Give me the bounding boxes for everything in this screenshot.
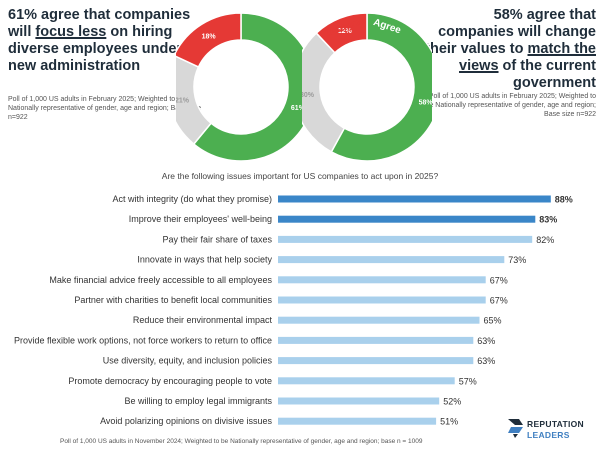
bar-category-label: Avoid polarizing opinions on divisive is…: [100, 416, 272, 426]
bar-value-label: 63%: [477, 356, 495, 366]
bar: [278, 235, 533, 243]
bar: [278, 397, 440, 405]
bar: [278, 195, 551, 203]
bar-value-label: 57%: [459, 376, 477, 386]
right-poll-note: Poll of 1,000 US adults in February 2025…: [425, 93, 596, 118]
bar-value-label: 88%: [555, 195, 573, 205]
right-headline-text-end: of the current government: [498, 58, 596, 91]
bar-value-label: 63%: [477, 336, 495, 346]
bar-value-label: 82%: [536, 235, 554, 245]
donut-right-value-label: 58%: [419, 100, 432, 107]
bar: [278, 215, 536, 223]
bar-value-label: 65%: [484, 316, 502, 326]
donut-left-value-label: 21%: [176, 98, 190, 105]
right-headline-highlight: match the views: [459, 41, 596, 74]
bar: [278, 316, 480, 324]
logo-word-1: REPUTATION: [527, 419, 584, 429]
bar-value-label: 51%: [440, 417, 458, 427]
bar: [278, 256, 505, 264]
donut-left-slice-agree: [192, 12, 306, 162]
footnote: Poll of 1,000 US adults in November 2024…: [60, 438, 423, 445]
bar-category-label: Promote democracy by encouraging people …: [68, 376, 272, 386]
bar: [278, 357, 474, 365]
donut-right-slice-disagree: [315, 12, 368, 54]
donut-left-value-label: 61%: [291, 105, 306, 112]
donut-left-slice-disagree: [176, 12, 242, 68]
right-donut-chart: 58%Agree30%12%Disagree: [302, 12, 432, 162]
left-headline-highlight: focus less: [35, 24, 107, 40]
donut-right-value-label: 30%: [302, 92, 315, 99]
bar: [278, 336, 474, 344]
bar-category-label: Improve their employees' well-being: [129, 214, 272, 224]
bar-value-label: 73%: [508, 255, 526, 265]
left-poll-note: Poll of 1,000 US adults in February 2025…: [8, 96, 202, 121]
bar-value-label: 83%: [539, 215, 557, 225]
donut-right-value-label: 12%: [338, 28, 353, 35]
bar-category-label: Provide flexible work options, not force…: [14, 335, 272, 345]
bar-category-label: Be willing to employ legal immigrants: [124, 396, 272, 406]
reputation-leaders-logo: REPUTATION LEADERS: [507, 415, 597, 447]
bar: [278, 276, 486, 284]
left-headline: 61% agree that companies will focus less…: [8, 7, 208, 75]
bar-chart-title: Are the following issues important for U…: [161, 171, 439, 181]
bar: [278, 377, 455, 385]
bar: [278, 296, 486, 304]
left-headline-text-end: on hiring diverse employees under the ne…: [8, 24, 208, 74]
bar-category-label: Partner with charities to benefit local …: [74, 295, 272, 305]
left-headline-text: 61% agree that companies will: [8, 7, 191, 40]
left-donut-chart: 61% 21% 18%: [176, 12, 306, 162]
right-headline: 58% agree that companies will change the…: [420, 7, 596, 92]
donut-left-slice-neutral: [176, 55, 213, 146]
bar-category-label: Make financial advice freely accessible …: [49, 275, 272, 285]
right-headline-text: 58% agree that companies will change the…: [425, 7, 596, 57]
bar: [278, 417, 437, 425]
bar-value-label: 52%: [443, 397, 461, 407]
bar-category-label: Act with integrity (do what they promise…: [112, 194, 272, 204]
bar-category-label: Innovate in ways that help society: [137, 255, 272, 265]
bar-value-label: 67%: [490, 275, 508, 285]
bar-value-label: 67%: [490, 296, 508, 306]
bar-category-label: Use diversity, equity, and inclusion pol…: [103, 356, 273, 366]
donut-left-value-label: 18%: [202, 33, 217, 40]
logo-word-2: LEADERS: [527, 430, 570, 440]
donut-right-slice-agree: [330, 12, 432, 162]
logo-mark-icon: [508, 419, 523, 438]
bar-category-label: Pay their fair share of taxes: [162, 234, 272, 244]
bar-category-label: Reduce their environmental impact: [133, 315, 273, 325]
